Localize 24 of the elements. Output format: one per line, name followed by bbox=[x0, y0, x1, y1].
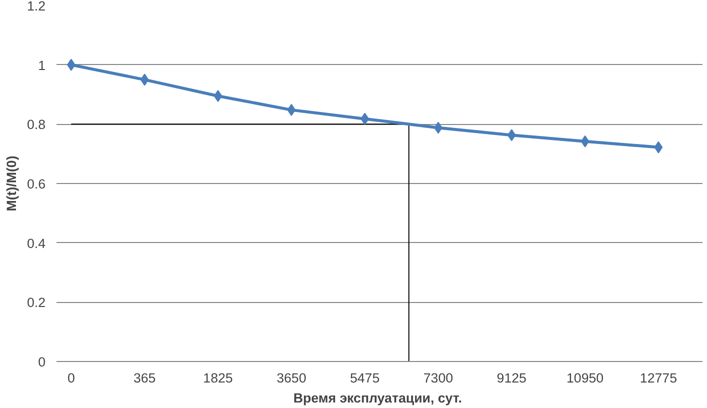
x-tick-label: 9125 bbox=[496, 370, 526, 386]
x-tick-label: 1825 bbox=[203, 370, 233, 386]
y-tick-label: 0.8 bbox=[26, 117, 46, 132]
x-tick-label: 3650 bbox=[276, 370, 306, 386]
x-tick-label: 7300 bbox=[423, 370, 454, 386]
y-tick-label: 0.2 bbox=[26, 295, 46, 310]
x-tick-label: 365 bbox=[133, 370, 156, 386]
x-tick-label: 5475 bbox=[350, 370, 380, 386]
y-tick-label: 1 bbox=[38, 58, 46, 73]
point bbox=[580, 135, 590, 148]
x-tick-label: 0 bbox=[67, 370, 75, 386]
point bbox=[287, 104, 296, 116]
point bbox=[654, 141, 663, 154]
point bbox=[507, 129, 516, 142]
y-tick-label: 0.4 bbox=[26, 236, 46, 251]
y-tick-label: 1.2 bbox=[26, 0, 46, 14]
x-tick-label: 12775 bbox=[640, 370, 677, 386]
x-axis-title: Время эксплуатации, сут. bbox=[293, 390, 462, 406]
y-tick-label: 0.6 bbox=[26, 176, 46, 192]
y-axis-title: M(t)/M(0) bbox=[4, 156, 19, 212]
y-tick-label: 0 bbox=[38, 354, 46, 370]
point bbox=[214, 90, 222, 102]
x-tick-label: 10950 bbox=[566, 370, 604, 386]
point bbox=[140, 74, 149, 86]
